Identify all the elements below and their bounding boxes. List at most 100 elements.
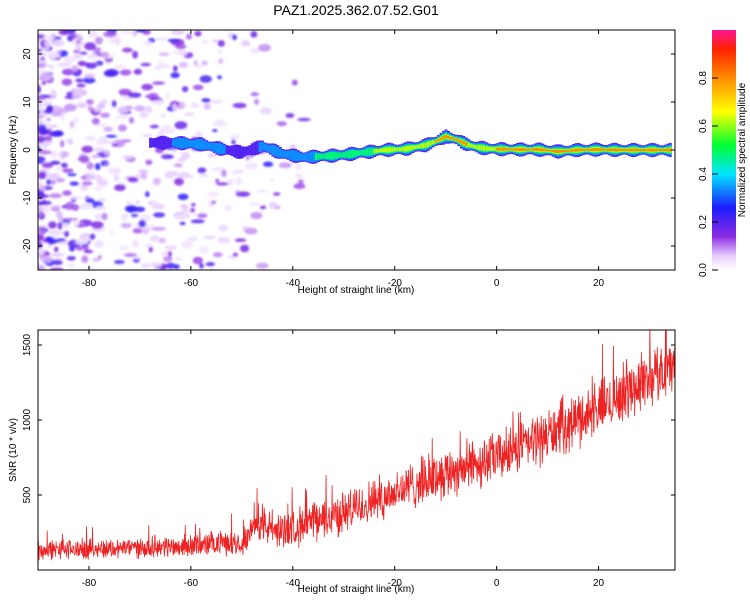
spectrogram-noise-cell: [181, 86, 189, 93]
spectrogram-noise-cell: [128, 117, 135, 124]
spectrogram-ridge-cell: [187, 139, 191, 148]
spectrogram-noise-cell: [127, 92, 142, 98]
spectrogram-noise-cell: [67, 263, 76, 269]
spectrogram-ridge-cell: [396, 147, 400, 152]
spectrogram-ridge-cell: [245, 146, 249, 156]
spectrogram-noise-cell: [164, 170, 176, 179]
spectrogram-ridge-cell: [281, 150, 285, 158]
spectrogram-noise-cell: [49, 131, 61, 137]
spectrogram-noise-cell: [158, 237, 166, 244]
spectrogram-noise-cell: [117, 124, 127, 132]
spectrogram-ridge-cell: [192, 139, 196, 148]
spectrogram-ridge-cell: [398, 147, 402, 152]
colorbar-tick-label: 0.2: [698, 215, 709, 229]
snr-frame: [37, 329, 676, 571]
spectrogram-noise-cell: [48, 221, 57, 229]
spectrogram-noise-cell: [63, 55, 76, 64]
snr-series-line: [38, 330, 675, 561]
spectrogram-noise-cell: [212, 129, 218, 133]
spectrogram-noise-cell: [57, 50, 62, 55]
spectrogram-noise-cell: [104, 61, 111, 65]
spectrogram-noise-cell: [145, 105, 153, 114]
spectrogram-ridge-cell: [617, 148, 621, 152]
spectrogram-ridge-cell: [350, 150, 354, 158]
spectrogram-noise-cell: [81, 255, 89, 263]
spectrogram-noise-cell: [76, 68, 82, 75]
spectrogram-noise-cell: [50, 124, 58, 128]
spectrogram-noise-cell: [250, 92, 259, 97]
spectrogram-noise-cell: [44, 39, 52, 48]
spectrogram-ridge-cell: [661, 149, 665, 151]
spectrogram-noise-cell: [96, 178, 108, 186]
spectrogram-noise-cell: [105, 140, 118, 144]
spectrogram-noise-cell: [63, 230, 70, 238]
spectrogram-ridge-cell: [610, 148, 614, 152]
spectrogram-y-tick-label: -10: [22, 190, 33, 205]
spectrogram-ridge-cell: [457, 139, 461, 142]
spectrogram-ridge-cell: [500, 147, 504, 151]
spectrogram-ridge-cell: [648, 148, 652, 152]
spectrogram-ridge-cell: [335, 152, 338, 159]
spectrogram-noise-cell: [218, 224, 229, 232]
spectrogram-noise-cell: [245, 154, 250, 161]
spectrogram-ridge-cell: [460, 140, 463, 144]
spectrogram-noise-cell: [49, 64, 55, 69]
spectrogram-ridge-cell: [353, 150, 356, 158]
spectrogram-noise-cell: [51, 231, 59, 240]
colorbar: 0.0 0.2 0.4 0.6 0.8 Normalized spectral ampl…: [698, 30, 748, 277]
spectrogram-noise-cell: [83, 77, 96, 84]
snr-y-axis: 500 1000 1500: [22, 333, 675, 503]
spectrogram-noise-cell: [192, 256, 204, 265]
spectrogram-noise-cell: [174, 121, 188, 130]
snr-y-tick-label: 500: [22, 486, 33, 503]
spectrogram-noise-cell: [250, 212, 263, 220]
spectrogram-noise-cell: [95, 205, 107, 211]
spectrogram-ridge-cell: [600, 148, 603, 151]
spectrogram-noise-cell: [217, 49, 223, 54]
spectrogram-noise-cell: [51, 150, 57, 159]
spectrogram-ridge-cell: [569, 149, 573, 152]
spectrogram-noise-cell: [97, 255, 102, 260]
spectrogram-noise-cell: [142, 228, 149, 235]
spectrogram-noise-cell: [79, 203, 93, 210]
spectrogram-noise-cell: [124, 204, 138, 213]
spectrogram-noise-cell: [231, 138, 236, 145]
spectrogram-ridge-cell: [258, 142, 262, 152]
spectrogram-ridge-cell: [447, 135, 450, 139]
spectrogram-ridge-cell: [414, 145, 417, 149]
spectrogram-noise-cell: [76, 102, 86, 108]
spectrogram-noise-cell: [42, 205, 52, 214]
spectrogram-noise-cell: [71, 65, 79, 72]
spectrogram-ridge-cell: [482, 145, 486, 151]
spectrogram-ridge-cell: [633, 148, 636, 152]
spectrogram-noise-cell: [234, 238, 247, 242]
spectrogram-noise-cell: [211, 166, 225, 172]
spectrogram-noise-cell: [62, 222, 70, 229]
spectrogram-noise-cell: [49, 267, 64, 270]
spectrogram-noise-cell: [84, 244, 89, 252]
spectrogram-noise-cell: [145, 191, 150, 198]
spectrogram-noise-cell: [132, 50, 139, 59]
colorbar-tick-label: 0.6: [698, 119, 709, 133]
spectrogram-noise-cell: [55, 210, 64, 219]
spectrogram-noise-cell: [132, 239, 139, 248]
spectrogram-noise-cell: [49, 173, 61, 181]
spectrogram-ridge-cell: [442, 136, 445, 140]
spectrogram-noise-cell: [155, 37, 167, 41]
spectrogram-noise-cell: [38, 110, 41, 114]
spectrogram-noise-cell: [62, 190, 72, 196]
spectrogram-noise-cell: [172, 104, 178, 111]
spectrogram-ridge-cell: [579, 148, 583, 152]
spectrogram-noise-cell: [295, 173, 303, 179]
spectrogram-noise-cell: [170, 72, 180, 79]
spectrogram-ridge-cell: [488, 146, 491, 151]
spectrogram-noise-cell: [179, 221, 186, 226]
spectrogram-ridge-cell: [253, 141, 257, 156]
spectrogram-ridge-cell: [419, 144, 422, 149]
spectrogram-noise-cell: [38, 135, 46, 144]
spectrogram-ridge-cell: [574, 148, 578, 152]
spectrogram-noise-cell: [103, 31, 117, 38]
spectrogram-noise-cell: [39, 72, 53, 80]
spectrogram-x-tick-label: 20: [593, 278, 605, 289]
spectrogram-ridge-cell: [493, 147, 496, 151]
